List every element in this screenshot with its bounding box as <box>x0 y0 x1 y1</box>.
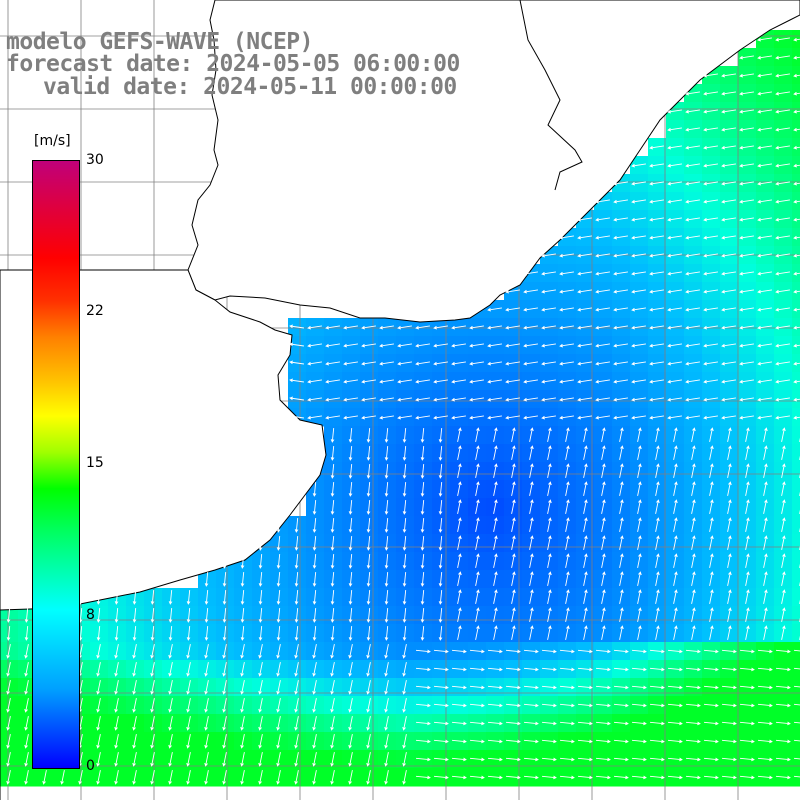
coastline <box>187 0 800 323</box>
colorbar-tick-15: 15 <box>86 455 104 471</box>
valid-date: valid date: 2024-05-11 00:00:00 <box>43 74 457 100</box>
colorbar-tick-0: 0 <box>86 758 95 774</box>
colorbar-unit: [m/s] <box>34 133 71 149</box>
model-title: modelo GEFS-WAVE (NCEP) <box>6 29 314 55</box>
colorbar <box>32 160 80 769</box>
wind-vectors <box>6 37 800 785</box>
colorbar-tick-8: 8 <box>86 607 95 623</box>
internal-border <box>519 0 583 191</box>
forecast-date: forecast date: 2024-05-05 06:00:00 <box>6 51 460 77</box>
colorbar-tick-30: 30 <box>86 152 104 168</box>
colorbar-tick-22: 22 <box>86 303 104 319</box>
coastline-south <box>0 269 327 800</box>
